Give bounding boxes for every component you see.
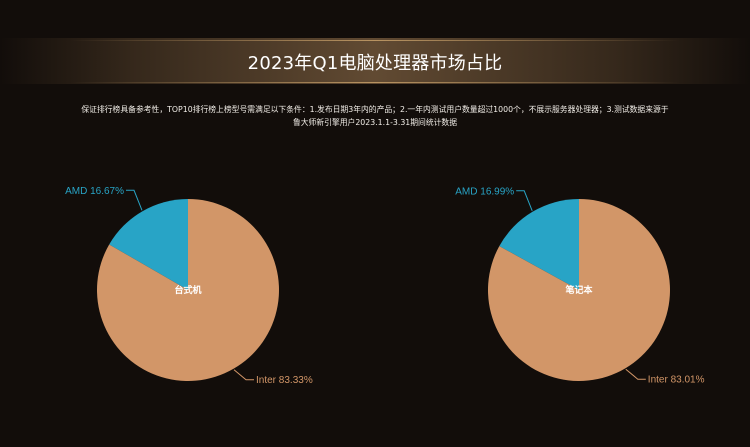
amd-data-label: AMD 16.99%	[455, 186, 514, 197]
pie-slice-amd	[109, 199, 188, 290]
inter-leader-line	[625, 368, 646, 380]
inter-data-label: Inter 83.33%	[256, 375, 313, 386]
title-line-bottom	[70, 82, 680, 83]
pie-slice-inter	[487, 199, 670, 381]
methodology-note-line-2: 鲁大师新引擎用户2023.1.1-3.31期间统计数据	[292, 118, 458, 127]
desktop-pie-chart: AMD 16.67% Inter 83.33% 台式机	[65, 186, 313, 386]
amd-leader-line	[516, 190, 533, 211]
laptop-pie-chart: AMD 16.99% Inter 83.01% 笔记本	[455, 186, 704, 385]
amd-leader-line	[126, 189, 143, 211]
inter-data-label: Inter 83.01%	[648, 375, 705, 386]
pie-center-label: 台式机	[174, 284, 201, 296]
pie-slice-amd	[499, 199, 579, 290]
amd-data-label: AMD 16.67%	[65, 186, 124, 197]
pie-center-label: 笔记本	[565, 284, 593, 296]
pie-slice-inter	[96, 199, 279, 381]
inter-leader-line	[233, 369, 254, 381]
methodology-note-line-1: 保证排行榜具备参考性，TOP10排行榜上榜型号需满足以下条件：1.发布日期3年内…	[81, 105, 669, 114]
methodology-note: 保证排行榜具备参考性，TOP10排行榜上榜型号需满足以下条件：1.发布日期3年内…	[44, 103, 706, 129]
title-line-top	[70, 40, 680, 41]
title-band	[0, 38, 750, 84]
page-title: 2023年Q1电脑处理器市场占比	[247, 53, 503, 74]
